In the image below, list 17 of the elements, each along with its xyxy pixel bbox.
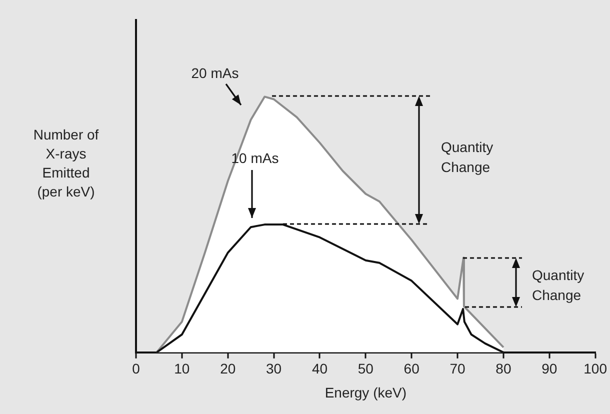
text: 20 mAs (190, 64, 240, 83)
x-tick-label: 100 (584, 360, 608, 377)
annotation: Quantity Change (532, 266, 586, 305)
x-tick-label: 60 (404, 360, 420, 377)
x-tick-label: 40 (312, 360, 328, 377)
annotation: 10 mAs (230, 149, 280, 168)
x-tick-label: 0 (132, 360, 140, 377)
x-tick-label: 80 (496, 360, 512, 377)
x-tick-label: 90 (542, 360, 558, 377)
x-tick-label: 10 (174, 360, 190, 377)
annotation: Quantity Change (441, 138, 494, 177)
y-axis-title: Number of X-rays Emitted (per keV) (33, 126, 99, 200)
x-tick-label: 50 (358, 360, 374, 377)
x-tick-label: 70 (450, 360, 466, 377)
x-axis-title: Energy (keV) (324, 384, 407, 400)
x-tick-label: 20 (220, 360, 236, 377)
x-tick-label: 30 (266, 360, 282, 377)
